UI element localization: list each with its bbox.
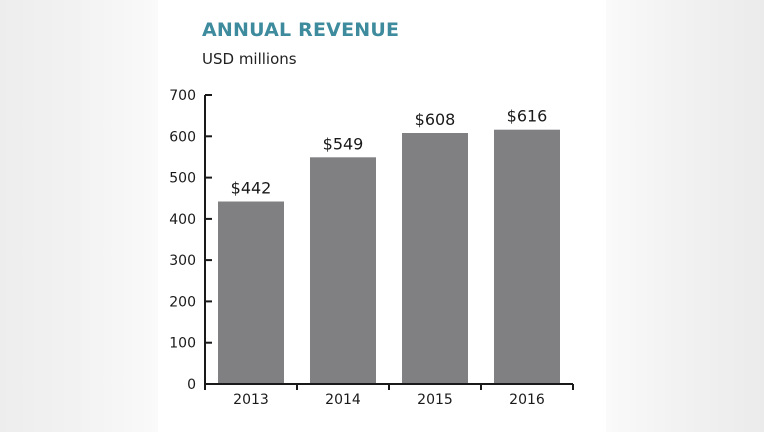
chart-subtitle: USD millions — [202, 50, 297, 68]
bar-2016 — [494, 129, 560, 384]
y-tick-label-300: 300 — [169, 253, 196, 269]
bars-layer — [218, 129, 560, 384]
bar-2015 — [402, 133, 468, 384]
data-label-2014: $549 — [323, 134, 364, 153]
x-tick-label-2016: 2016 — [509, 392, 545, 408]
data-label-2016: $616 — [507, 107, 548, 126]
y-tick-label-600: 600 — [169, 129, 196, 145]
y-tick-label-400: 400 — [169, 212, 196, 228]
bar-2013 — [218, 201, 284, 384]
right-backdrop — [606, 0, 764, 432]
x-tick-label-2015: 2015 — [417, 392, 453, 408]
y-tick-label-100: 100 — [169, 336, 196, 352]
y-tick-label-500: 500 — [169, 171, 196, 187]
x-tick-label-2014: 2014 — [325, 392, 361, 408]
x-tick-label-2013: 2013 — [233, 392, 269, 408]
labels-layer: $442 2013 $549 2014 $608 2015 $616 2016 0 100 200 3… — [169, 88, 547, 408]
left-backdrop — [0, 0, 158, 432]
data-label-2015: $608 — [415, 110, 456, 129]
chart-title: ANNUAL REVENUE — [202, 19, 400, 41]
y-tick-label-200: 200 — [169, 294, 196, 310]
y-tick-label-700: 700 — [169, 88, 196, 104]
y-tick-label-0: 0 — [187, 377, 196, 393]
data-label-2013: $442 — [231, 179, 272, 198]
axes-layer — [204, 94, 574, 390]
bar-2014 — [310, 157, 376, 384]
